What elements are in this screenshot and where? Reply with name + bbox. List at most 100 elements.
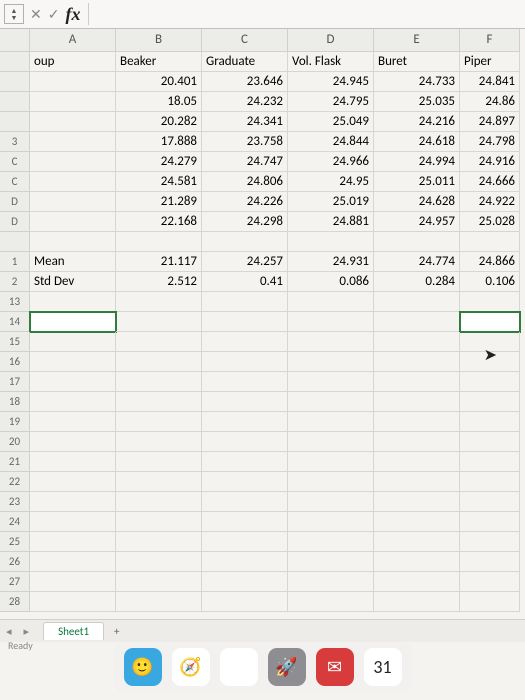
cell[interactable] bbox=[460, 532, 520, 552]
cell[interactable] bbox=[288, 352, 374, 372]
row-header[interactable]: 17 bbox=[0, 372, 30, 392]
cell[interactable]: 24.994 bbox=[374, 152, 460, 172]
cell[interactable]: 24.279 bbox=[116, 152, 202, 172]
row-header[interactable] bbox=[0, 112, 30, 132]
cell[interactable] bbox=[30, 92, 116, 112]
cell[interactable] bbox=[202, 372, 288, 392]
cell[interactable]: Buret bbox=[374, 52, 460, 72]
row-header[interactable]: 14 bbox=[0, 312, 30, 332]
cell[interactable] bbox=[30, 172, 116, 192]
cell[interactable] bbox=[30, 212, 116, 232]
cell[interactable]: 24.916 bbox=[460, 152, 520, 172]
cell[interactable]: 25.049 bbox=[288, 112, 374, 132]
tab-nav-prev[interactable]: ◂ bbox=[0, 625, 18, 638]
col-header[interactable]: E bbox=[374, 29, 460, 52]
cell[interactable]: 0.284 bbox=[374, 272, 460, 292]
cell[interactable] bbox=[288, 592, 374, 612]
cell[interactable] bbox=[288, 372, 374, 392]
cell[interactable] bbox=[460, 432, 520, 452]
cell[interactable] bbox=[202, 392, 288, 412]
cell[interactable] bbox=[30, 512, 116, 532]
cell[interactable]: 24.841 bbox=[460, 72, 520, 92]
cell[interactable] bbox=[460, 372, 520, 392]
cell[interactable]: 24.795 bbox=[288, 92, 374, 112]
cell[interactable] bbox=[30, 492, 116, 512]
cell[interactable] bbox=[202, 232, 288, 252]
cell[interactable]: 0.106 bbox=[460, 272, 520, 292]
cell[interactable] bbox=[202, 472, 288, 492]
cell[interactable]: Mean bbox=[30, 252, 116, 272]
cell[interactable] bbox=[288, 472, 374, 492]
cell[interactable]: 24.628 bbox=[374, 192, 460, 212]
select-all-corner[interactable] bbox=[0, 29, 30, 52]
cell[interactable] bbox=[30, 72, 116, 92]
row-header[interactable]: C bbox=[0, 152, 30, 172]
cell[interactable]: Piper bbox=[460, 52, 520, 72]
col-header[interactable]: D bbox=[288, 29, 374, 52]
row-header[interactable]: 26 bbox=[0, 552, 30, 572]
cell[interactable]: 22.168 bbox=[116, 212, 202, 232]
cell[interactable] bbox=[30, 372, 116, 392]
cell[interactable] bbox=[374, 352, 460, 372]
cell[interactable]: 25.019 bbox=[288, 192, 374, 212]
cell[interactable]: 23.646 bbox=[202, 72, 288, 92]
cell[interactable]: 24.806 bbox=[202, 172, 288, 192]
cell[interactable] bbox=[288, 572, 374, 592]
cell[interactable] bbox=[30, 412, 116, 432]
cell[interactable] bbox=[374, 532, 460, 552]
cell[interactable]: 24.798 bbox=[460, 132, 520, 152]
cell[interactable] bbox=[374, 512, 460, 532]
cell[interactable] bbox=[116, 232, 202, 252]
cell[interactable] bbox=[288, 432, 374, 452]
col-header[interactable]: B bbox=[116, 29, 202, 52]
cell[interactable]: 24.922 bbox=[460, 192, 520, 212]
cell[interactable] bbox=[460, 412, 520, 432]
cell[interactable]: 24.866 bbox=[460, 252, 520, 272]
row-header[interactable]: 15 bbox=[0, 332, 30, 352]
cell[interactable]: 21.117 bbox=[116, 252, 202, 272]
cell[interactable] bbox=[374, 292, 460, 312]
row-header[interactable]: C bbox=[0, 172, 30, 192]
cell[interactable]: 24.733 bbox=[374, 72, 460, 92]
row-header[interactable]: 19 bbox=[0, 412, 30, 432]
cell[interactable] bbox=[30, 472, 116, 492]
cell[interactable] bbox=[374, 452, 460, 472]
row-header[interactable]: 13 bbox=[0, 292, 30, 312]
dock-finder[interactable]: 🙂 bbox=[124, 648, 162, 686]
row-header[interactable]: D bbox=[0, 192, 30, 212]
cell[interactable] bbox=[202, 432, 288, 452]
row-header[interactable]: 20 bbox=[0, 432, 30, 452]
cell[interactable] bbox=[288, 412, 374, 432]
cell[interactable] bbox=[288, 512, 374, 532]
cell[interactable] bbox=[374, 472, 460, 492]
cell[interactable] bbox=[116, 332, 202, 352]
cell[interactable]: 24.881 bbox=[288, 212, 374, 232]
cell[interactable] bbox=[30, 192, 116, 212]
cell[interactable]: 25.028 bbox=[460, 212, 520, 232]
cell[interactable] bbox=[116, 552, 202, 572]
cell[interactable] bbox=[288, 312, 374, 332]
cell[interactable] bbox=[202, 552, 288, 572]
cell[interactable] bbox=[202, 592, 288, 612]
cell[interactable]: Graduate bbox=[202, 52, 288, 72]
cell[interactable] bbox=[288, 332, 374, 352]
cell[interactable]: 24.666 bbox=[460, 172, 520, 192]
fx-icon[interactable]: fx bbox=[65, 4, 80, 25]
dock-calendar[interactable]: 31 bbox=[364, 648, 402, 686]
cell[interactable]: 24.298 bbox=[202, 212, 288, 232]
cell[interactable] bbox=[30, 352, 116, 372]
row-header[interactable] bbox=[0, 232, 30, 252]
cell[interactable] bbox=[202, 412, 288, 432]
cell[interactable] bbox=[30, 572, 116, 592]
cell[interactable] bbox=[374, 392, 460, 412]
cell[interactable]: 24.216 bbox=[374, 112, 460, 132]
cell[interactable] bbox=[30, 552, 116, 572]
cell[interactable] bbox=[202, 352, 288, 372]
cell[interactable] bbox=[460, 492, 520, 512]
cell[interactable]: 24.226 bbox=[202, 192, 288, 212]
cell[interactable] bbox=[288, 492, 374, 512]
cell[interactable] bbox=[30, 392, 116, 412]
row-header[interactable]: 16 bbox=[0, 352, 30, 372]
cell[interactable] bbox=[116, 532, 202, 552]
cell[interactable]: Std Dev bbox=[30, 272, 116, 292]
